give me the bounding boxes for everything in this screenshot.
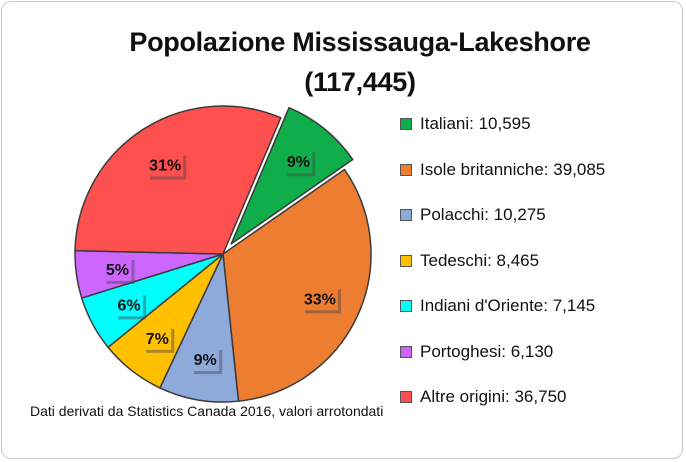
- legend-item: Polacchi: 10,275: [400, 203, 546, 227]
- legend-swatch: [400, 209, 412, 221]
- slice-data-label: 5%: [103, 256, 135, 284]
- legend-label: Isole britanniche: 39,085: [420, 159, 606, 179]
- chart-title-total: (117,445): [304, 67, 416, 97]
- legend-label: Altre origini: 36,750: [420, 387, 567, 406]
- legend-swatch: [400, 163, 412, 176]
- pie-slice: [222, 168, 372, 402]
- legend-swatch: [400, 391, 412, 403]
- legend-item: Altre origini: 36,750: [400, 385, 566, 409]
- legend-item: Portoghesi: 6,130: [400, 340, 553, 364]
- legend-label: Indiani d'Oriente: 7,145: [420, 296, 596, 315]
- svg-text:7%: 7%: [146, 331, 169, 348]
- slice-data-label: 31%: [147, 152, 187, 180]
- legend-swatch: [400, 345, 412, 358]
- footnote: Dati derivati da Statistics Canada 2016,…: [30, 403, 384, 419]
- legend-label: Italiani: 10,595: [420, 114, 531, 133]
- legend-item: Isole britanniche: 39,085: [400, 158, 605, 182]
- chart-title-main: Popolazione Mississauga-Lakeshore: [129, 27, 591, 57]
- legend-item: Tedeschi: 8,465: [400, 249, 539, 273]
- legend-swatch: [400, 118, 412, 130]
- svg-text:9%: 9%: [194, 352, 217, 369]
- svg-text:33%: 33%: [304, 291, 336, 308]
- svg-text:9%: 9%: [287, 154, 310, 171]
- legend-item: Italiani: 10,595: [400, 112, 531, 136]
- slice-data-label: 7%: [143, 325, 175, 353]
- svg-text:6%: 6%: [118, 297, 141, 314]
- svg-text:5%: 5%: [106, 262, 129, 279]
- pie-slice: [230, 106, 354, 245]
- slice-data-label: 9%: [284, 149, 316, 177]
- legend-label: Portoghesi: 6,130: [420, 341, 554, 361]
- legend-swatch: [400, 254, 412, 267]
- legend-swatch: [400, 300, 412, 312]
- legend-label: Polacchi: 10,275: [420, 205, 546, 224]
- pie-slice: [74, 105, 282, 255]
- slice-data-label: 9%: [191, 347, 223, 375]
- svg-text:31%: 31%: [149, 157, 181, 174]
- slice-data-label: 6%: [115, 292, 147, 320]
- chart-title: Popolazione Mississauga-Lakeshore (117,4…: [0, 22, 686, 102]
- legend-item: Indiani d'Oriente: 7,145: [400, 294, 595, 318]
- legend-label: Tedeschi: 8,465: [420, 250, 540, 270]
- slice-data-label: 33%: [301, 286, 341, 314]
